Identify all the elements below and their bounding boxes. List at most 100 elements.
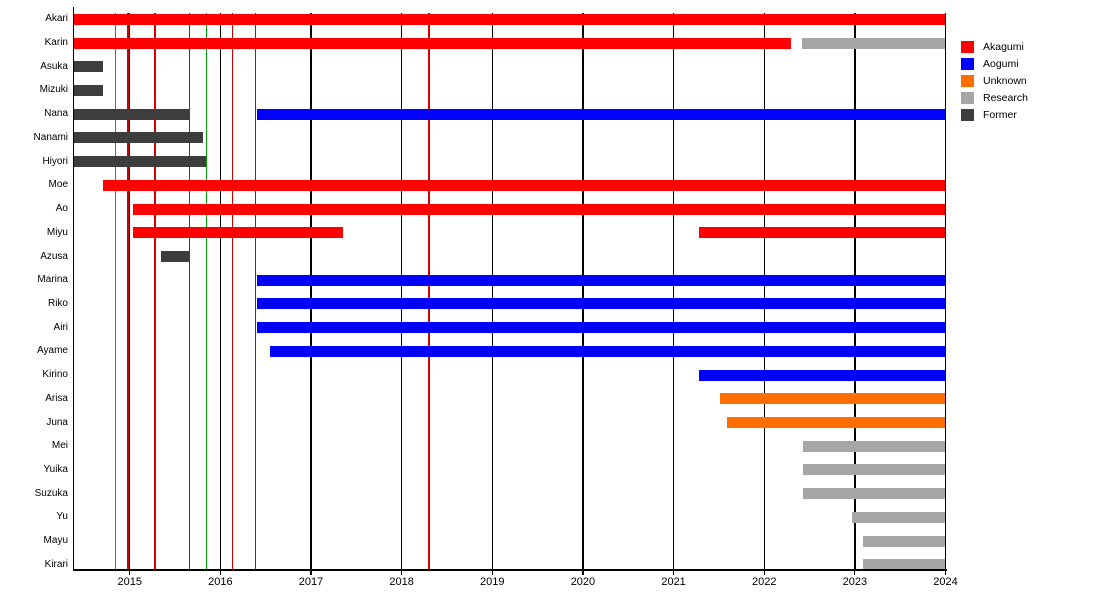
legend-item-former: Former	[961, 106, 1028, 123]
bar-segment-research	[803, 440, 946, 452]
legend-swatch-akagumi-icon	[961, 40, 974, 53]
x-tick	[582, 570, 584, 575]
bar-segment-former	[74, 61, 103, 73]
bar-segment-akagumi	[133, 227, 343, 239]
legend: Akagumi Aogumi Unknown Research Former	[961, 38, 1028, 123]
year-gridline	[401, 13, 403, 569]
legend-item-akagumi: Akagumi	[961, 38, 1028, 55]
bar-segment-research	[852, 511, 946, 523]
legend-label: Akagumi	[983, 40, 1024, 53]
x-tick-label: 2015	[117, 576, 142, 588]
row-label: Karin	[44, 37, 68, 49]
year-gridline	[310, 13, 312, 569]
row-label: Mayu	[43, 535, 68, 547]
bar-segment-akagumi	[74, 13, 946, 25]
bar-segment-aogumi	[256, 274, 946, 286]
bar-segment-akagumi	[133, 203, 946, 215]
x-tick-label: 2021	[661, 576, 686, 588]
x-tick-label: 2022	[751, 576, 777, 588]
row-label: Mei	[51, 440, 68, 452]
x-tick-label: 2016	[208, 576, 233, 588]
row-label: Juna	[46, 416, 68, 428]
bar-segment-unknown	[719, 393, 946, 405]
row-label: Asuka	[40, 60, 68, 72]
x-tick	[672, 570, 675, 575]
bar-segment-akagumi	[74, 37, 792, 49]
bar-segment-former	[161, 251, 189, 262]
bar-segment-akagumi	[102, 179, 946, 191]
row-label: Kirari	[44, 558, 68, 570]
bar-segment-research	[803, 488, 946, 500]
event-line-red	[255, 13, 257, 569]
bar-segment-akagumi	[698, 227, 946, 239]
x-tick-label: 2023	[842, 576, 868, 588]
x-tick	[763, 570, 765, 575]
x-tick	[854, 570, 856, 575]
row-label: Riko	[47, 297, 68, 309]
bar-segment-research	[863, 535, 946, 547]
bar-segment-research	[803, 464, 946, 476]
row-label: Mizuki	[39, 84, 68, 96]
row-label: Hiyori	[42, 155, 68, 167]
event-line-red	[127, 13, 129, 569]
x-tick-label: 2020	[570, 576, 596, 588]
row-label: Ayame	[37, 345, 68, 357]
legend-item-aogumi: Aogumi	[961, 55, 1028, 72]
x-tick	[310, 570, 312, 575]
event-line-red	[154, 13, 156, 569]
legend-swatch-former-icon	[961, 108, 974, 121]
x-tick-label: 2017	[298, 576, 324, 588]
row-label: Nana	[44, 108, 68, 120]
row-label: Yu	[56, 511, 68, 523]
bar-segment-aogumi	[270, 345, 946, 357]
y-axis	[72, 7, 74, 571]
row-label: Arisa	[45, 392, 68, 404]
legend-swatch-aogumi-icon	[961, 57, 974, 70]
x-axis	[72, 569, 947, 571]
year-gridline	[854, 13, 856, 569]
x-tick-label: 2018	[389, 576, 414, 588]
legend-label: Aogumi	[983, 57, 1019, 70]
row-label: Nanami	[33, 131, 68, 143]
x-tick	[401, 570, 403, 575]
year-gridline	[944, 13, 947, 569]
event-line-teal	[114, 13, 116, 569]
year-gridline	[129, 13, 131, 569]
bar-segment-former	[74, 84, 103, 96]
bar-segment-aogumi	[698, 369, 946, 381]
bar-segment-research	[802, 37, 946, 49]
legend-label: Research	[983, 91, 1028, 104]
x-tick-label: 2019	[480, 576, 505, 588]
year-gridline	[491, 13, 493, 569]
x-tick-label: 2024	[933, 576, 958, 588]
legend-label: Unknown	[983, 74, 1027, 87]
row-label: Kirino	[42, 369, 68, 381]
row-label: Akari	[45, 13, 68, 25]
row-label: Suzuka	[34, 487, 68, 499]
x-tick	[944, 570, 947, 575]
legend-swatch-unknown-icon	[961, 74, 974, 87]
legend-item-research: Research	[961, 89, 1028, 106]
year-gridline	[672, 13, 675, 569]
bar-segment-aogumi	[256, 108, 946, 120]
row-label: Airi	[53, 321, 68, 333]
row-label: Yuika	[43, 463, 68, 475]
legend-swatch-research-icon	[961, 91, 974, 104]
event-line-red	[188, 13, 191, 569]
row-label: Marina	[37, 274, 68, 286]
bar-segment-research	[863, 559, 946, 571]
row-label: Moe	[48, 179, 68, 191]
bar-segment-former	[74, 108, 189, 120]
event-line-red	[428, 13, 430, 569]
x-tick	[491, 570, 493, 575]
bar-segment-unknown	[727, 417, 946, 429]
year-gridline	[219, 13, 222, 569]
x-tick	[129, 570, 131, 575]
bar-segment-former	[74, 132, 204, 144]
bar-segment-aogumi	[256, 298, 946, 310]
event-line-green	[205, 13, 208, 569]
row-label: Miyu	[46, 226, 68, 238]
event-line-red	[231, 13, 233, 569]
